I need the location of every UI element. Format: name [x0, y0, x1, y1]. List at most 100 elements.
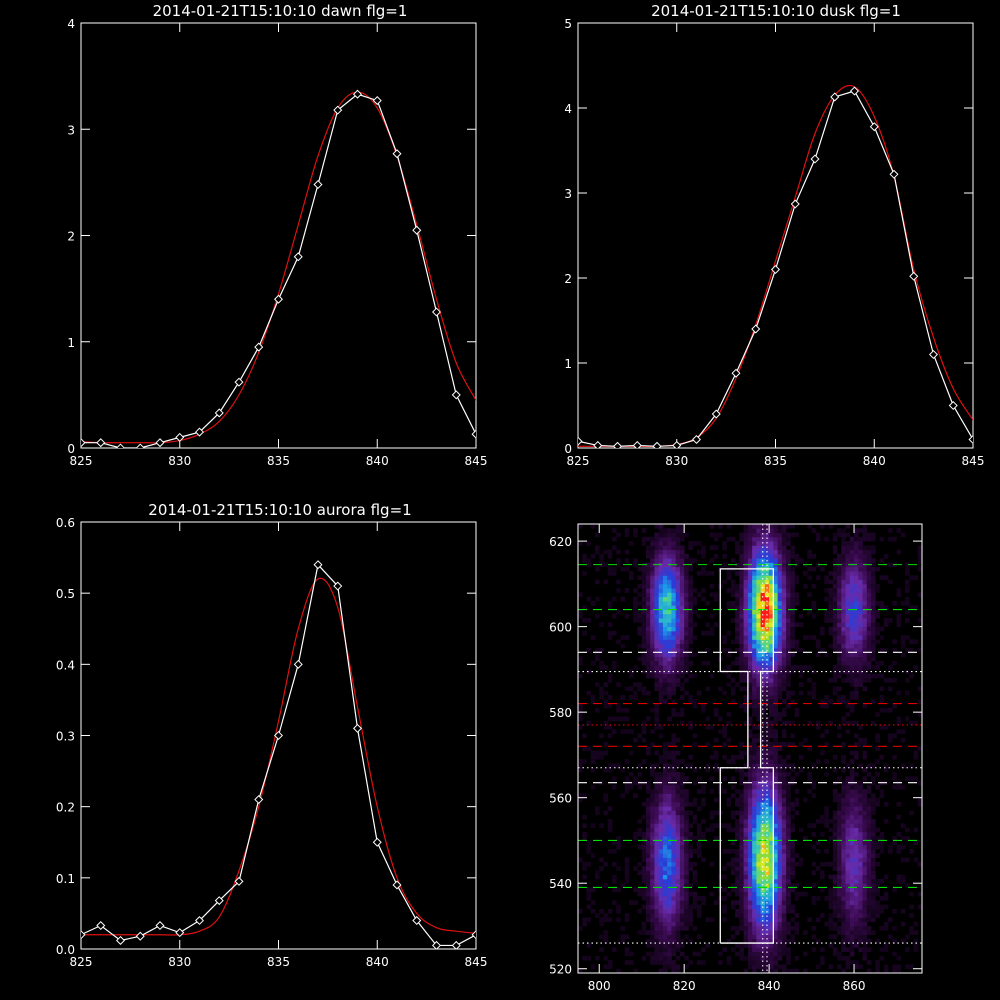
heatmap-cell — [616, 703, 621, 709]
heatmap-cell — [662, 883, 668, 888]
heatmap-cell — [866, 896, 872, 901]
heatmap-cell — [688, 605, 694, 610]
heatmap-cell — [730, 583, 736, 589]
heatmap-cell — [760, 596, 766, 602]
heatmap-cell — [760, 913, 766, 918]
heatmap-cell — [866, 827, 872, 833]
heatmap-cell — [701, 831, 706, 837]
heatmap-cell — [773, 652, 779, 657]
heatmap-cell — [650, 861, 655, 867]
heatmap-cell — [654, 878, 660, 884]
heatmap-cell — [786, 938, 791, 944]
heatmap-cell — [875, 673, 880, 679]
heatmap-cell — [845, 562, 851, 568]
heatmap-cell — [896, 848, 902, 854]
heatmap-cell — [667, 669, 672, 675]
heatmap-cell — [739, 648, 745, 653]
heatmap-cell — [658, 754, 664, 760]
heatmap-cell — [769, 686, 774, 692]
heatmap-cell — [675, 553, 681, 559]
heatmap-cell — [684, 553, 689, 559]
heatmap-cell — [582, 921, 587, 927]
heatmap-cell — [662, 964, 668, 970]
heatmap-cell — [739, 626, 745, 632]
heatmap-cell — [756, 960, 762, 965]
heatmap-cell — [913, 857, 919, 863]
heatmap-cell — [739, 819, 745, 824]
heatmap-cell — [841, 588, 846, 593]
heatmap-cell — [769, 943, 774, 948]
heatmap-cell — [760, 836, 766, 841]
heatmap-cell — [667, 656, 672, 662]
heatmap-cell — [832, 605, 838, 610]
heatmap-cell — [607, 733, 613, 739]
heatmap-cell — [726, 575, 732, 580]
heatmap-cell — [747, 819, 753, 824]
data-point-marker — [254, 795, 264, 805]
heatmap-cell — [837, 853, 842, 858]
heatmap-cell — [777, 549, 783, 555]
heatmap-cell — [730, 686, 736, 692]
heatmap-cell — [679, 874, 685, 880]
heatmap-cell — [858, 806, 863, 811]
heatmap-cell — [722, 724, 728, 730]
heatmap-cell — [854, 797, 859, 803]
heatmap-cell — [628, 772, 634, 777]
heatmap-cell — [709, 626, 715, 632]
heatmap-cell — [671, 917, 677, 923]
heatmap-cell — [679, 840, 685, 846]
heatmap-cell — [837, 665, 842, 670]
heatmap-cell — [764, 575, 770, 580]
heatmap-cell — [667, 609, 672, 615]
heatmap-cell — [866, 844, 872, 850]
heatmap-cell — [790, 720, 795, 726]
heatmap-cell — [650, 943, 655, 948]
heatmap-cell — [607, 819, 613, 824]
heatmap-cell — [662, 541, 668, 546]
heatmap-cell — [905, 836, 910, 841]
heatmap-cell — [841, 861, 846, 867]
heatmap-cell — [773, 772, 779, 777]
heatmap-cell — [730, 866, 736, 871]
heatmap-cell — [743, 840, 749, 846]
heatmap-cell — [756, 648, 762, 653]
heatmap-cell — [824, 772, 829, 777]
heatmap-cell — [633, 968, 638, 974]
heatmap-cell — [837, 528, 842, 533]
heatmap-cell — [641, 605, 647, 610]
heatmap-cell — [722, 917, 728, 923]
heatmap-cell — [701, 566, 706, 572]
heatmap-cell — [654, 960, 660, 965]
heatmap-cell — [858, 639, 863, 645]
heatmap-cell — [645, 883, 651, 888]
heatmap-cell — [773, 793, 779, 799]
heatmap-cell — [854, 874, 859, 880]
heatmap-cell — [730, 904, 736, 910]
heatmap-cell — [654, 643, 660, 649]
y-tick-label: 0 — [564, 442, 572, 456]
heatmap-cell — [871, 797, 876, 803]
heatmap-cell — [786, 951, 791, 957]
heatmap-cell — [900, 729, 906, 734]
heatmap-cell — [760, 618, 766, 623]
heatmap-cell — [594, 810, 600, 816]
heatmap-cell — [582, 917, 587, 923]
heatmap-cell — [743, 797, 749, 803]
heatmap-cell — [713, 810, 719, 816]
heatmap-cell — [747, 784, 753, 790]
heatmap-cell — [896, 844, 902, 850]
heatmap-cell — [781, 583, 787, 589]
heatmap-cell — [696, 690, 702, 696]
heatmap-cell — [841, 592, 846, 598]
heatmap-cell — [781, 767, 787, 773]
heatmap-cell — [692, 870, 698, 876]
heatmap-cell — [854, 669, 859, 675]
heatmap-cell — [654, 558, 660, 563]
heatmap-cell — [871, 648, 876, 653]
heatmap-cell — [794, 801, 800, 807]
heatmap-cell — [866, 643, 872, 649]
heatmap-cell — [905, 609, 910, 615]
heatmap-cell — [688, 600, 694, 606]
heatmap-cell — [896, 716, 902, 722]
heatmap-cell — [671, 600, 677, 606]
